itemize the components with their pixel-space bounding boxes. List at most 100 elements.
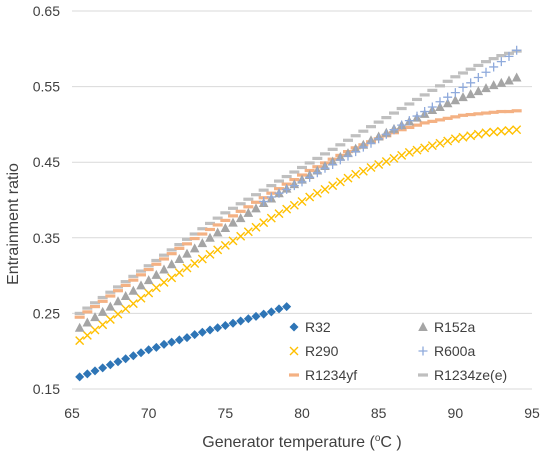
series-1-point-3 bbox=[97, 306, 108, 316]
series-2-point-52 bbox=[473, 129, 483, 139]
series-1-point-8 bbox=[136, 280, 146, 290]
series-5-point-0 bbox=[74, 311, 85, 315]
series-5-point-50 bbox=[458, 71, 468, 75]
series-4-point-50 bbox=[458, 113, 468, 117]
series-1-point-48 bbox=[442, 98, 453, 108]
series-2-point-33 bbox=[328, 181, 338, 191]
series-0-point-7 bbox=[128, 351, 138, 361]
series-5-point-42 bbox=[396, 106, 407, 111]
series-0-point-16 bbox=[197, 327, 207, 337]
series-1-point-56 bbox=[504, 75, 514, 85]
series-0-point-18 bbox=[213, 323, 223, 333]
series-5-point-43 bbox=[404, 102, 415, 106]
series-2-point-41 bbox=[389, 153, 399, 163]
series-2-point-13 bbox=[174, 268, 184, 278]
series-1-point-19 bbox=[220, 222, 231, 232]
series-1-point-54 bbox=[488, 80, 499, 90]
series-2-point-34 bbox=[335, 177, 345, 187]
series-1-point-0 bbox=[74, 322, 85, 332]
series-2-point-16 bbox=[197, 254, 207, 264]
series-4-point-23 bbox=[251, 200, 261, 204]
series-2-point-18 bbox=[213, 245, 223, 255]
gridlines bbox=[72, 10, 532, 390]
series-0-point-23 bbox=[251, 311, 261, 321]
series-3-point-7 bbox=[312, 168, 322, 178]
series-2-point-46 bbox=[427, 141, 437, 151]
series-2-point-17 bbox=[205, 249, 215, 259]
legend: R32 R152a R290 R600a R1234yf R1234ze(e) bbox=[289, 319, 507, 383]
series-0-point-15 bbox=[190, 330, 200, 340]
series-4-point-10 bbox=[151, 262, 162, 266]
series-5-point-41 bbox=[389, 111, 399, 115]
series-2-point-42 bbox=[397, 150, 407, 160]
series-1-point-7 bbox=[128, 285, 139, 295]
series-2-point-5 bbox=[113, 309, 123, 319]
series-2-point-11 bbox=[159, 277, 169, 287]
series-1-point-22 bbox=[243, 207, 254, 217]
series-3-point-18 bbox=[397, 120, 407, 130]
series-5-point-55 bbox=[496, 54, 507, 58]
series-5-point-34 bbox=[335, 143, 346, 147]
series-1-point-21 bbox=[235, 213, 246, 223]
series-5-point-35 bbox=[343, 138, 353, 142]
series-3-point-3 bbox=[282, 184, 292, 194]
series-5-point-26 bbox=[274, 179, 284, 183]
series-0-point-2 bbox=[90, 366, 100, 376]
x-tick-label-5: 90 bbox=[448, 405, 464, 421]
series-1-point-16 bbox=[197, 238, 208, 248]
series-4-point-49 bbox=[450, 115, 461, 119]
series-2-point-20 bbox=[228, 236, 238, 246]
series-3-point-0 bbox=[259, 197, 269, 207]
legend-marker-3 bbox=[418, 346, 428, 356]
series-2-point-56 bbox=[504, 125, 514, 135]
series-5-point-27 bbox=[281, 174, 292, 179]
series-3-point-28 bbox=[473, 73, 483, 83]
series-5-point-9 bbox=[143, 264, 154, 268]
series-3-point-4 bbox=[289, 181, 299, 191]
series-2-point-38 bbox=[366, 162, 376, 172]
series-2-point-26 bbox=[274, 209, 284, 219]
series-0-point-12 bbox=[167, 337, 177, 347]
series-5-point-39 bbox=[373, 120, 384, 124]
series-5-point-47 bbox=[435, 84, 445, 88]
y-axis-label: Entrainment ratio bbox=[5, 163, 22, 285]
series-3-point-23 bbox=[435, 97, 445, 107]
series-5 bbox=[74, 49, 522, 315]
series-3-point-10 bbox=[335, 155, 345, 165]
series-5-point-12 bbox=[166, 248, 177, 252]
series-2-point-39 bbox=[374, 159, 384, 169]
series-2-point-1 bbox=[82, 330, 92, 340]
series-1-point-52 bbox=[473, 86, 484, 96]
y-tick-label-2: 0.35 bbox=[33, 230, 60, 246]
series-2-point-53 bbox=[481, 128, 491, 138]
series-2-point-31 bbox=[312, 188, 322, 198]
series-2-point-48 bbox=[443, 136, 453, 146]
series-3-point-31 bbox=[496, 57, 506, 67]
x-axis-label-main: Generator temperature ( bbox=[202, 434, 375, 451]
series-4-point-9 bbox=[143, 267, 154, 272]
series-5-point-13 bbox=[174, 243, 185, 247]
series-1-point-9 bbox=[143, 275, 154, 285]
series-5-point-10 bbox=[151, 258, 162, 263]
series-3-point-30 bbox=[489, 62, 499, 72]
series-1-point-18 bbox=[212, 227, 223, 237]
series-5-point-22 bbox=[243, 197, 254, 201]
series-3-point-26 bbox=[458, 82, 468, 92]
series-2-point-50 bbox=[458, 132, 468, 142]
series-0-point-11 bbox=[159, 339, 169, 349]
series-3-point-1 bbox=[266, 192, 276, 202]
series-5-point-5 bbox=[113, 285, 123, 289]
series-0-point-5 bbox=[113, 357, 123, 367]
series-2 bbox=[75, 125, 522, 346]
series-4-point-53 bbox=[481, 111, 491, 115]
series-1-point-4 bbox=[105, 301, 116, 311]
series-2-point-28 bbox=[289, 200, 299, 210]
legend-marker-5 bbox=[418, 373, 428, 377]
series-4-point-20 bbox=[228, 214, 238, 218]
series-3-point-19 bbox=[404, 116, 414, 126]
series-0 bbox=[75, 302, 292, 382]
series-5-point-11 bbox=[159, 253, 169, 257]
series-0-point-8 bbox=[136, 348, 146, 358]
series-4-point-18 bbox=[212, 223, 223, 227]
series-2-point-37 bbox=[358, 166, 368, 176]
